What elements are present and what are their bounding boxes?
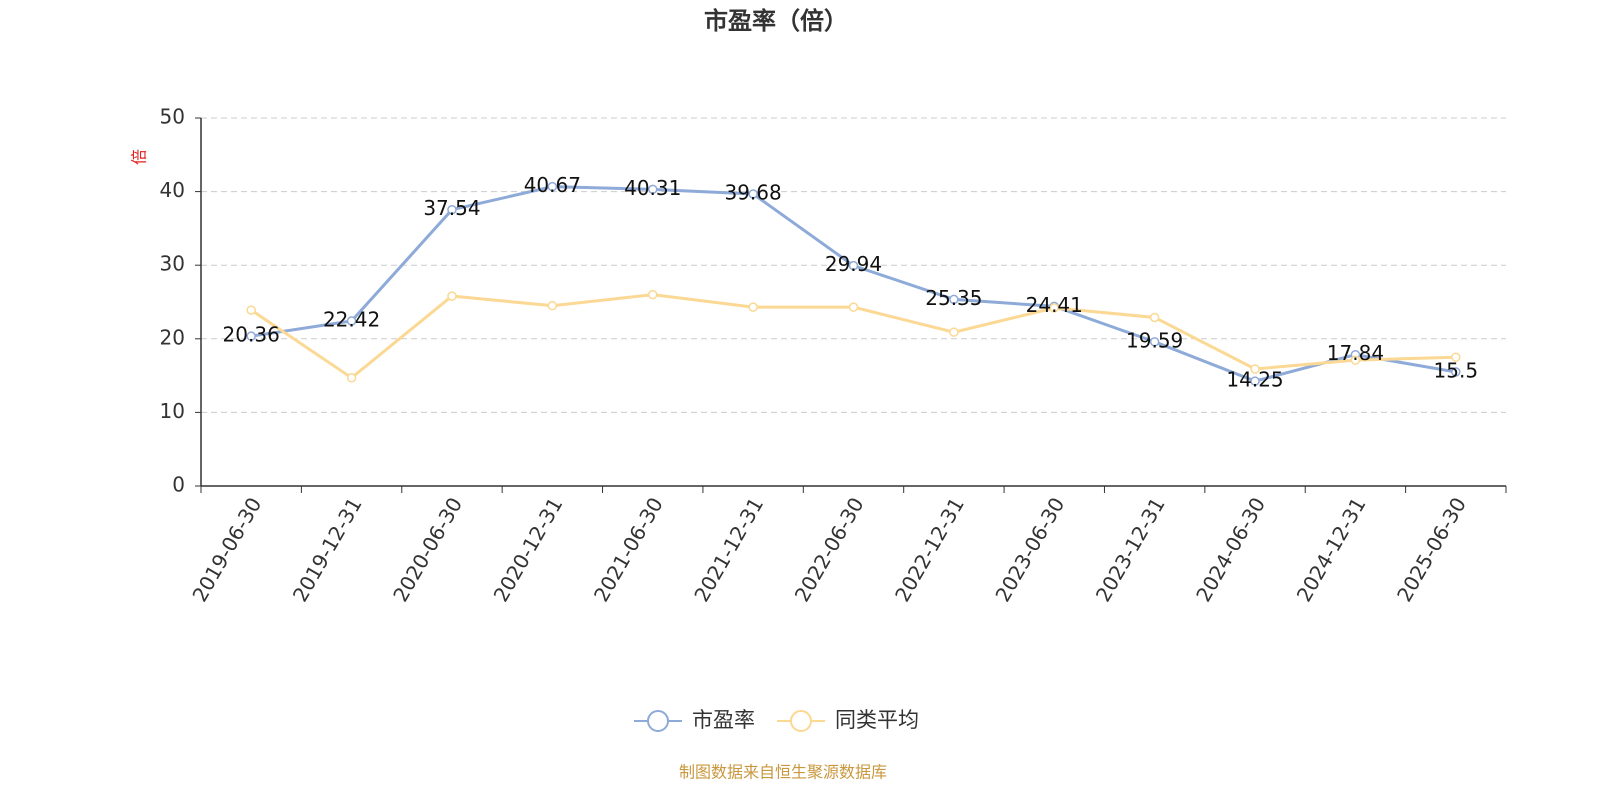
data-point	[1451, 352, 1461, 362]
data-point	[346, 316, 357, 326]
y-tick-label: 50	[160, 105, 185, 129]
y-tick-label: 20	[160, 325, 185, 349]
data-label: 29.94	[825, 252, 882, 276]
x-tick-label: 2023-12-31	[1091, 493, 1170, 606]
data-label: 14.25	[1226, 368, 1283, 392]
data-point	[547, 181, 558, 192]
data-label: 20.36	[223, 323, 280, 347]
data-point	[1149, 337, 1160, 347]
data-point	[346, 373, 357, 383]
legend-icon	[790, 710, 812, 732]
y-tick-label: 40	[160, 178, 185, 202]
data-label: 40.67	[524, 173, 581, 197]
data-point	[1250, 364, 1260, 374]
data-point	[848, 260, 859, 271]
y-tick-label: 30	[160, 252, 185, 276]
data-point	[647, 184, 658, 195]
data-point	[647, 289, 658, 300]
x-tick-label: 2024-12-31	[1292, 493, 1371, 606]
data-label: 25.35	[925, 286, 982, 310]
data-point	[1350, 355, 1361, 365]
data-label: 40.31	[624, 176, 681, 200]
data-point	[1451, 367, 1461, 377]
data-point	[748, 302, 758, 312]
data-point	[949, 327, 959, 337]
data-label: 24.41	[1026, 293, 1083, 317]
data-point	[748, 189, 758, 199]
data-label: 15.5	[1434, 358, 1479, 382]
data-point	[246, 305, 256, 315]
x-tick-label: 2019-06-30	[187, 493, 266, 606]
data-point	[949, 294, 959, 305]
x-tick-label: 2019-12-31	[288, 493, 367, 606]
legend-icon	[647, 710, 669, 732]
x-tick-label: 2025-06-30	[1392, 493, 1471, 606]
data-label: 37.54	[423, 196, 480, 220]
data-point	[447, 291, 457, 301]
chart-title: 市盈率（倍）	[704, 7, 848, 35]
data-label: 22.42	[323, 307, 380, 331]
data-point	[547, 300, 558, 311]
data-point	[1149, 312, 1160, 323]
x-tick-label: 2021-06-30	[589, 493, 668, 606]
legend-label: 市盈率	[692, 708, 755, 732]
x-tick-label: 2020-06-30	[388, 493, 467, 606]
legend-label: 同类平均	[835, 708, 919, 732]
y-tick-label: 10	[160, 399, 185, 423]
x-tick-label: 2021-12-31	[689, 493, 768, 606]
x-tick-label: 2024-06-30	[1191, 493, 1270, 606]
y-axis-label: 倍	[130, 149, 149, 165]
x-tick-label: 2022-06-30	[790, 493, 869, 606]
data-label: 39.68	[724, 180, 781, 204]
data-label: 17.84	[1327, 341, 1384, 365]
x-tick-label: 2020-12-31	[489, 493, 568, 606]
x-tick-label: 2022-12-31	[890, 493, 969, 606]
data-point	[1049, 303, 1060, 313]
y-tick-label: 0	[172, 473, 185, 497]
x-tick-label: 2023-06-30	[990, 493, 1069, 606]
data-point	[246, 331, 256, 341]
data-point	[1250, 376, 1260, 386]
source-note: 制图数据来自恒生聚源数据库	[679, 763, 887, 782]
data-point	[447, 204, 457, 215]
data-point	[848, 302, 859, 312]
data-label: 19.59	[1126, 328, 1183, 352]
